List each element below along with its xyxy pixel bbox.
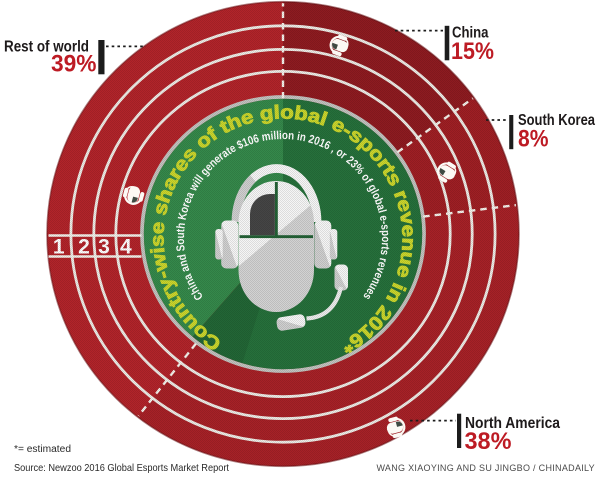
svg-text:39%: 39% — [51, 51, 97, 78]
svg-text:WANG XIAOYING AND SU JINGBO /: WANG XIAOYING AND SU JINGBO / CHINADAILY — [376, 463, 595, 473]
svg-text:8%: 8% — [518, 126, 549, 153]
svg-text:South Korea: South Korea — [518, 112, 595, 129]
svg-text:North America: North America — [465, 415, 560, 432]
svg-text:38%: 38% — [465, 428, 512, 455]
svg-text:15%: 15% — [451, 38, 494, 65]
svg-text:Rest of world: Rest of world — [4, 39, 89, 56]
svg-text:*= estimated: *= estimated — [14, 444, 71, 455]
svg-text:China: China — [452, 25, 489, 42]
svg-text:Source: Newzoo 2016 Global Esp: Source: Newzoo 2016 Global Esports Marke… — [14, 463, 229, 474]
